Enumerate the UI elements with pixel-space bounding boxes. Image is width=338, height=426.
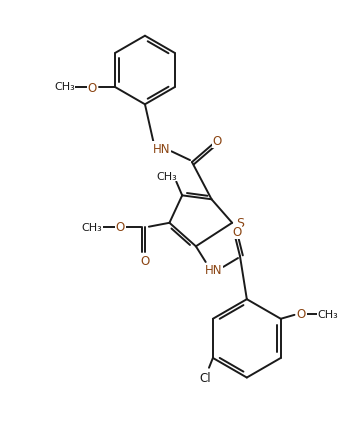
Text: HN: HN (153, 143, 170, 155)
Text: CH₃: CH₃ (156, 171, 177, 181)
Text: CH₃: CH₃ (317, 309, 338, 319)
Text: O: O (140, 255, 150, 268)
Text: S: S (236, 217, 244, 230)
Text: O: O (233, 226, 242, 239)
Text: CH₃: CH₃ (82, 222, 102, 232)
Text: O: O (116, 221, 125, 233)
Text: O: O (213, 135, 222, 148)
Text: HN: HN (205, 264, 222, 276)
Text: CH₃: CH₃ (54, 82, 75, 92)
Text: O: O (87, 81, 96, 95)
Text: O: O (297, 308, 306, 321)
Text: Cl: Cl (199, 371, 211, 384)
